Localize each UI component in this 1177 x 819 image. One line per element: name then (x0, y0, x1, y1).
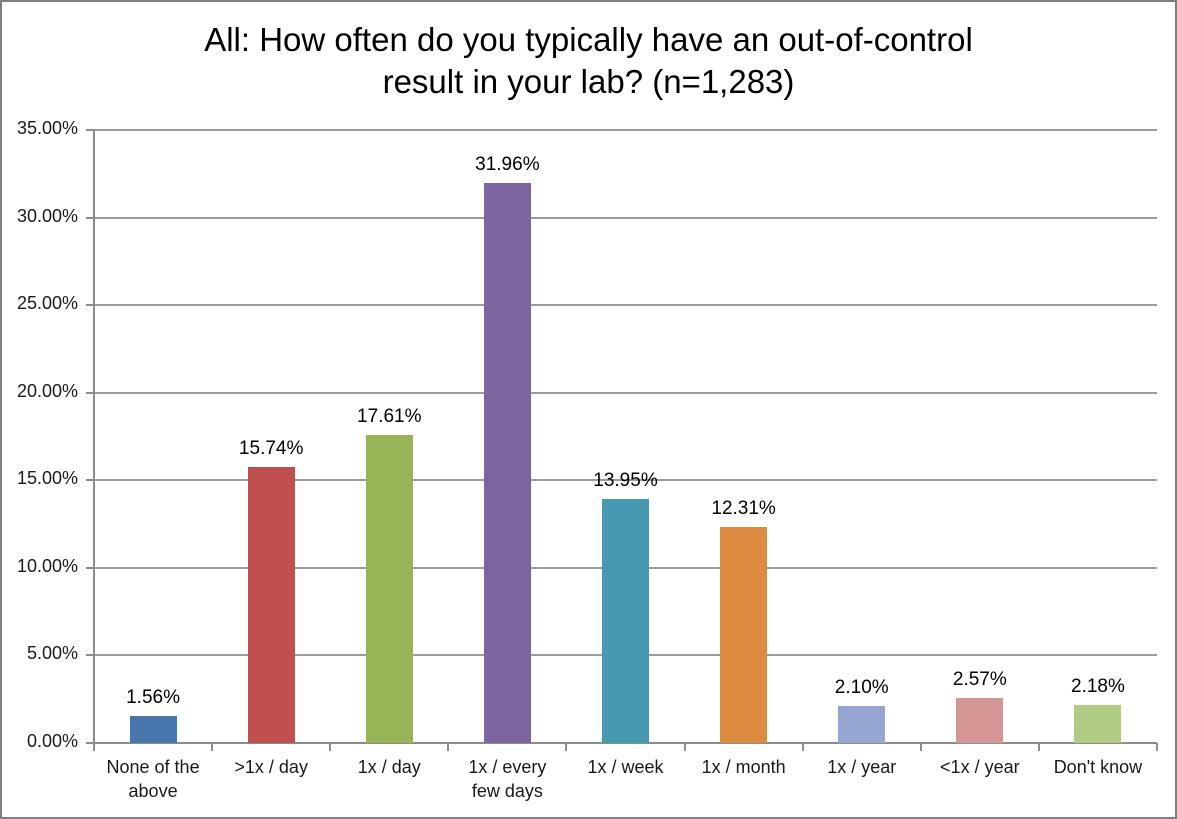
x-axis-tick (329, 743, 332, 751)
y-axis-tick (86, 566, 94, 569)
chart-title: All: How often do you typically have an … (2, 19, 1175, 103)
x-axis-tick (1037, 743, 1040, 751)
bar (720, 527, 767, 743)
y-axis-tick (86, 654, 94, 657)
x-axis-tick (919, 743, 922, 751)
gridline (94, 391, 1157, 394)
x-axis-label: 1x / year (827, 757, 897, 777)
bar (838, 706, 885, 743)
x-axis-label: 1x / every few days (468, 757, 547, 802)
y-axis-label: 10.00% (16, 555, 78, 576)
bar-value-label: 12.31% (711, 498, 776, 519)
bar-value-label: 15.74% (238, 438, 304, 459)
x-axis-label: 1x / day (357, 757, 421, 777)
y-axis-tick (86, 216, 94, 219)
x-axis-tick (447, 743, 450, 751)
y-axis-tick (86, 304, 94, 307)
bar-value-label: 2.10% (834, 677, 889, 698)
gridline (94, 479, 1157, 482)
y-axis-label: 30.00% (16, 205, 78, 226)
x-axis-line (94, 742, 1157, 744)
x-axis-label: 1x / week (587, 757, 664, 777)
bar (366, 435, 413, 743)
x-axis-label: Don't know (1053, 757, 1143, 777)
x-axis-label: <1x / year (940, 757, 1020, 777)
gridline (94, 216, 1157, 219)
bar-value-label: 17.61% (357, 406, 422, 427)
y-axis-label: 20.00% (16, 380, 78, 401)
y-axis-tick (86, 129, 94, 131)
chart-title-line2: result in your lab? (n=1,283) (382, 63, 795, 101)
x-axis-tick (1156, 743, 1158, 751)
y-axis-tick (86, 742, 94, 744)
x-axis-label: 1x / month (701, 757, 786, 777)
x-axis-tick (565, 743, 568, 751)
chart-title-line1: All: How often do you typically have an … (204, 21, 973, 58)
gridline (94, 304, 1157, 307)
x-axis-tick (93, 743, 95, 751)
bar-value-label: 1.56% (126, 687, 180, 708)
gridline (94, 129, 1157, 131)
bar (248, 467, 295, 743)
y-axis-label: 35.00% (16, 118, 78, 138)
bar (602, 499, 649, 743)
y-axis-line (93, 130, 95, 743)
y-axis-label: 0.00% (26, 731, 78, 751)
bar (130, 716, 177, 743)
x-axis-label: >1x / day (234, 757, 308, 777)
bar-value-label: 2.57% (952, 669, 1007, 690)
y-axis-label: 5.00% (26, 643, 78, 664)
bar (1074, 705, 1121, 743)
y-axis-label: 15.00% (16, 468, 78, 489)
bar (956, 698, 1003, 743)
y-axis-tick (86, 391, 94, 394)
bar-value-label: 31.96% (475, 154, 540, 175)
y-axis-label: 25.00% (16, 293, 78, 314)
x-axis-tick (211, 743, 214, 751)
x-axis-tick (683, 743, 686, 751)
x-axis-label: None of the above (106, 757, 200, 802)
bar-value-label: 2.18% (1071, 676, 1125, 697)
x-axis-tick (801, 743, 804, 751)
y-axis-tick (86, 479, 94, 482)
bar-value-label: 13.95% (593, 470, 658, 491)
bar (484, 183, 531, 743)
